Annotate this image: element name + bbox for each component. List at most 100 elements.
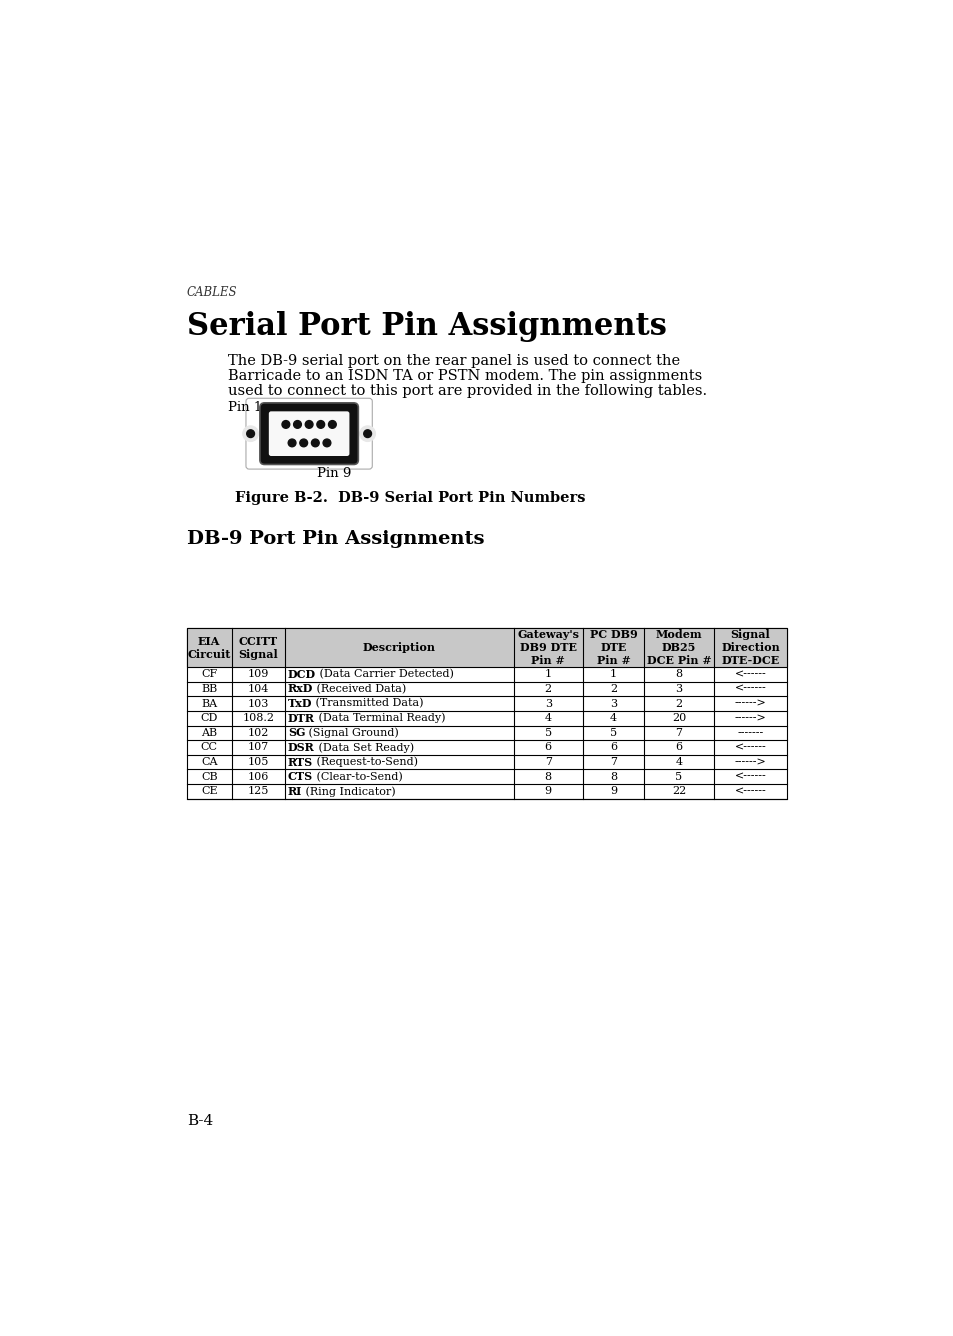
Text: 108.2: 108.2 [242, 713, 274, 723]
Text: CE: CE [201, 787, 217, 796]
Circle shape [359, 426, 375, 441]
Circle shape [282, 421, 290, 429]
Text: 5: 5 [675, 772, 681, 782]
Text: (Data Carrier Detected): (Data Carrier Detected) [315, 669, 454, 680]
Bar [187, 628, 786, 799]
Text: CCITT
Signal: CCITT Signal [238, 636, 278, 660]
Text: 6: 6 [609, 743, 617, 752]
Text: Pin 1: Pin 1 [228, 401, 262, 414]
Text: EIA
Circuit: EIA Circuit [188, 636, 231, 660]
Text: Serial Port Pin Assignments: Serial Port Pin Assignments [187, 311, 666, 342]
Text: <------: <------ [734, 743, 765, 752]
Text: (Ring Indicator): (Ring Indicator) [302, 786, 395, 796]
Circle shape [323, 440, 331, 446]
Text: 5: 5 [544, 728, 551, 737]
Text: 7: 7 [544, 758, 551, 767]
Text: Figure B-2.  DB-9 Serial Port Pin Numbers: Figure B-2. DB-9 Serial Port Pin Numbers [235, 492, 585, 505]
Text: 1: 1 [544, 669, 551, 679]
Text: 1: 1 [609, 669, 617, 679]
Text: (Clear-to-Send): (Clear-to-Send) [313, 772, 402, 782]
Text: (Data Terminal Ready): (Data Terminal Ready) [314, 713, 445, 724]
Text: 3: 3 [609, 699, 617, 708]
Text: 20: 20 [671, 713, 685, 723]
Text: -------: ------- [737, 728, 762, 737]
Circle shape [363, 430, 371, 437]
Text: 8: 8 [544, 772, 551, 782]
Text: Modem
DB25
DCE Pin #: Modem DB25 DCE Pin # [646, 629, 711, 667]
Text: TxD: TxD [288, 697, 312, 709]
Text: 22: 22 [671, 787, 685, 796]
Text: (Data Set Ready): (Data Set Ready) [314, 743, 414, 752]
Text: RxD: RxD [288, 684, 313, 695]
Text: 8: 8 [609, 772, 617, 782]
Text: 9: 9 [609, 787, 617, 796]
Bar [187, 628, 786, 667]
Text: PC DB9
DTE
Pin #: PC DB9 DTE Pin # [589, 629, 637, 667]
Text: DSR: DSR [288, 741, 314, 754]
Text: Signal
Direction
DTE-DCE: Signal Direction DTE-DCE [720, 629, 779, 667]
Text: 6: 6 [675, 743, 681, 752]
Text: DTR: DTR [288, 712, 314, 724]
Text: BB: BB [201, 684, 217, 693]
Text: <------: <------ [734, 772, 765, 782]
Text: 3: 3 [544, 699, 551, 708]
Circle shape [305, 421, 313, 429]
Text: Gateway's
DB9 DTE
Pin #: Gateway's DB9 DTE Pin # [517, 629, 578, 667]
Text: 8: 8 [675, 669, 681, 679]
Text: CD: CD [200, 713, 217, 723]
Text: 103: 103 [248, 699, 269, 708]
Text: CF: CF [201, 669, 217, 679]
Circle shape [328, 421, 335, 429]
Text: (Received Data): (Received Data) [313, 684, 406, 695]
Text: CA: CA [201, 758, 217, 767]
Text: <------: <------ [734, 684, 765, 693]
Text: 109: 109 [248, 669, 269, 679]
Text: (Request-to-Send): (Request-to-Send) [313, 756, 417, 767]
Text: BA: BA [201, 699, 217, 708]
Text: CB: CB [201, 772, 217, 782]
Text: 104: 104 [248, 684, 269, 693]
Text: <------: <------ [734, 669, 765, 679]
Text: 4: 4 [609, 713, 617, 723]
Text: 105: 105 [248, 758, 269, 767]
Text: RTS: RTS [288, 756, 313, 768]
FancyBboxPatch shape [269, 411, 349, 456]
Text: <------: <------ [734, 787, 765, 796]
Text: used to connect to this port are provided in the following tables.: used to connect to this port are provide… [228, 383, 706, 398]
Text: DB-9 Port Pin Assignments: DB-9 Port Pin Assignments [187, 530, 484, 548]
Text: RI: RI [288, 786, 302, 796]
Text: DCD: DCD [288, 669, 315, 680]
Text: 4: 4 [675, 758, 681, 767]
Circle shape [316, 421, 324, 429]
Text: The DB-9 serial port on the rear panel is used to connect the: The DB-9 serial port on the rear panel i… [228, 354, 679, 369]
Text: 2: 2 [544, 684, 551, 693]
Text: 107: 107 [248, 743, 269, 752]
Text: 2: 2 [609, 684, 617, 693]
Text: ------>: ------> [734, 713, 765, 723]
Text: 7: 7 [675, 728, 681, 737]
Circle shape [288, 440, 295, 446]
Text: AB: AB [201, 728, 217, 737]
Text: Barricade to an ISDN TA or PSTN modem. The pin assignments: Barricade to an ISDN TA or PSTN modem. T… [228, 369, 701, 383]
Circle shape [311, 440, 319, 446]
Text: 125: 125 [248, 787, 269, 796]
FancyBboxPatch shape [259, 403, 358, 465]
Text: ------>: ------> [734, 758, 765, 767]
Circle shape [243, 426, 258, 441]
Text: Pin 9: Pin 9 [316, 466, 351, 480]
Text: B-4: B-4 [187, 1114, 213, 1128]
Text: 9: 9 [544, 787, 551, 796]
Text: ------>: ------> [734, 699, 765, 708]
Text: Description: Description [362, 643, 436, 653]
Circle shape [294, 421, 301, 429]
Text: 5: 5 [609, 728, 617, 737]
Text: CABLES: CABLES [187, 286, 237, 299]
Circle shape [299, 440, 307, 446]
Text: 3: 3 [675, 684, 681, 693]
Text: 6: 6 [544, 743, 551, 752]
Text: 7: 7 [610, 758, 617, 767]
Text: 102: 102 [248, 728, 269, 737]
Circle shape [247, 430, 254, 437]
Text: SG: SG [288, 727, 305, 739]
Text: CC: CC [200, 743, 217, 752]
